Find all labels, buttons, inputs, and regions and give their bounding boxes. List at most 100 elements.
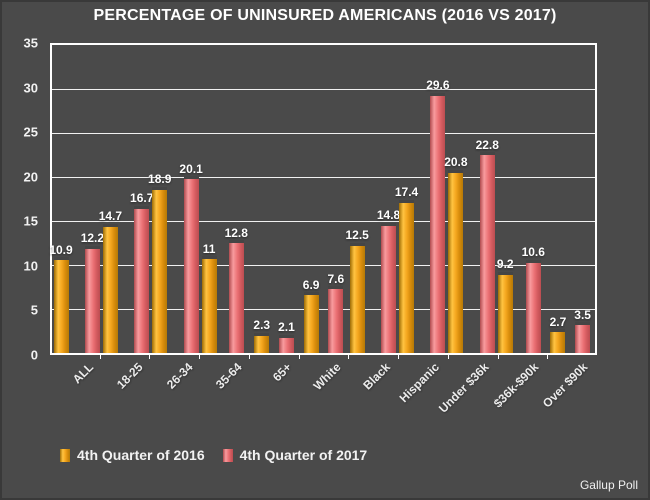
bar-value-label: 20.8 (444, 155, 468, 170)
bar-2016-ALL (53, 257, 69, 353)
gridline-20 (52, 177, 595, 178)
source-label: Gallup Poll (579, 478, 638, 492)
bar-2016-35-64 (201, 256, 217, 353)
legend-item-2017: 4th Quarter of 2017 (222, 447, 367, 463)
bar-value-label: 2.7 (549, 314, 567, 329)
x-label-6: Black (360, 360, 393, 393)
x-axis-tick (398, 355, 400, 359)
y-tick-label-10: 10 (23, 258, 38, 274)
bar-wrap: 29.6 (426, 45, 450, 353)
x-label-0: ALL (70, 360, 97, 387)
x-label-5: White (310, 360, 344, 394)
bar-2017-$36k-$90k (525, 259, 541, 353)
bar-2016-26-34 (152, 186, 168, 353)
plot-area: 10.9 12.2 14.7 16.7 18.9 20.1 11 12.8 2.3 2.1 6.9 7… (49, 43, 597, 355)
bar-2016-Under $36k (448, 169, 464, 353)
bar-value-label: 22.8 (475, 137, 499, 152)
x-label-8: Under $36k (435, 360, 492, 416)
bar-wrap: 6.9 (302, 45, 320, 353)
bar-2017-26-34 (183, 176, 199, 353)
legend: 4th Quarter of 2016 4th Quarter of 2017 (60, 447, 367, 463)
bar-2016-Over $90k (550, 329, 566, 353)
y-tick-label-30: 30 (23, 80, 38, 96)
x-label-2: 26-34 (163, 360, 196, 392)
bar-value-label: 12.2 (80, 231, 105, 246)
bar-group-10: 2.7 3.5 (546, 45, 595, 353)
bar-wrap: 14.7 (99, 45, 122, 353)
x-axis-tick (348, 355, 350, 359)
bar-2017-35-64 (228, 240, 244, 353)
bar-value-label: 9.2 (496, 257, 514, 272)
bar-value-label: 2.1 (278, 319, 295, 334)
x-axis-tick (497, 355, 499, 359)
bar-wrap: 11 (201, 45, 217, 353)
y-axis: 0 5 10 15 20 25 30 35 (0, 36, 46, 363)
x-axis-tick (149, 355, 151, 359)
legend-item-label: 4th Quarter of 2016 (77, 447, 205, 463)
bar-wrap: 20.1 (179, 45, 203, 353)
bar-group-5: 6.9 7.6 (299, 45, 348, 353)
bar-wrap: 2.3 (253, 45, 270, 353)
bar-value-label: 10.9 (49, 242, 73, 257)
bar-value-label: 7.6 (327, 271, 345, 286)
bar-group-2: 18.9 20.1 (148, 45, 203, 353)
bar-wrap: 9.2 (497, 45, 514, 353)
y-tick-label-15: 15 (23, 213, 38, 229)
y-tick-label-0: 0 (30, 347, 38, 363)
bar-wrap: 20.8 (444, 45, 468, 353)
bar-value-label: 29.6 (426, 77, 450, 92)
x-axis-tick (248, 355, 250, 359)
x-axis-tick (99, 355, 101, 359)
gridline-5 (52, 309, 595, 310)
bar-value-label: 20.1 (179, 161, 203, 176)
bar-group-3: 11 12.8 (200, 45, 249, 353)
y-tick-label-25: 25 (23, 124, 38, 140)
bar-2016-Black (349, 243, 365, 353)
bar-group-4: 2.3 2.1 (249, 45, 298, 353)
bar-value-label: 3.5 (574, 307, 591, 322)
bar-group-7: 17.4 29.6 (395, 45, 450, 353)
bar-wrap: 12.8 (225, 45, 248, 353)
x-label-3: 35-64 (213, 360, 245, 392)
bar-wrap: 10.9 (49, 45, 73, 353)
bar-wrap: 10.6 (522, 45, 545, 353)
bar-wrap: 12.5 (345, 45, 369, 353)
bar-value-label: 12.8 (224, 225, 248, 240)
bar-value-label: 10.6 (521, 245, 545, 260)
bar-group-1: 14.7 16.7 (99, 45, 153, 353)
bar-2016-White (303, 292, 319, 353)
bar-2017-Black (381, 222, 397, 353)
bar-2017-White (328, 286, 344, 353)
bar-2016-Hispanic (399, 199, 415, 353)
bar-2017-65+ (278, 334, 294, 353)
x-axis-tick (447, 355, 449, 359)
bar-group-8: 20.8 22.8 (444, 45, 499, 353)
bar-wrap: 2.7 (549, 45, 567, 353)
bar-wrap: 14.8 (377, 45, 400, 353)
x-label-10: Over $90k (539, 360, 591, 411)
bar-wrap: 22.8 (476, 45, 499, 353)
gridline-10 (52, 265, 595, 266)
bar-2017-Hispanic (430, 92, 446, 353)
x-label-7: Hispanic (396, 360, 443, 406)
bar-2017-Under $36k (479, 152, 495, 353)
x-label-9: $36k-$90k (490, 360, 541, 411)
bar-value-label: 12.5 (345, 228, 369, 243)
legend-swatch-icon (60, 448, 70, 462)
bar-wrap: 16.7 (130, 45, 153, 353)
bar-value-label: 14.8 (376, 208, 401, 223)
bar-wrap: 17.4 (395, 45, 418, 353)
bar-2016-18-25 (102, 223, 118, 353)
x-axis-tick (298, 355, 300, 359)
bar-wrap: 18.9 (148, 45, 171, 353)
bar-groups-container: 10.9 12.2 14.7 16.7 18.9 20.1 11 12.8 2.3 2.1 6.9 7… (49, 45, 595, 353)
x-axis-tick (199, 355, 201, 359)
y-tick-label-35: 35 (23, 35, 38, 51)
bar-value-label: 11 (202, 241, 216, 256)
bar-value-label: 6.9 (302, 277, 320, 292)
bar-value-label: 17.4 (394, 185, 419, 200)
bar-group-6: 12.5 14.8 (345, 45, 400, 353)
bar-wrap: 3.5 (574, 45, 591, 353)
legend-swatch-icon (222, 448, 233, 462)
x-label-1: 18-25 (114, 360, 146, 392)
